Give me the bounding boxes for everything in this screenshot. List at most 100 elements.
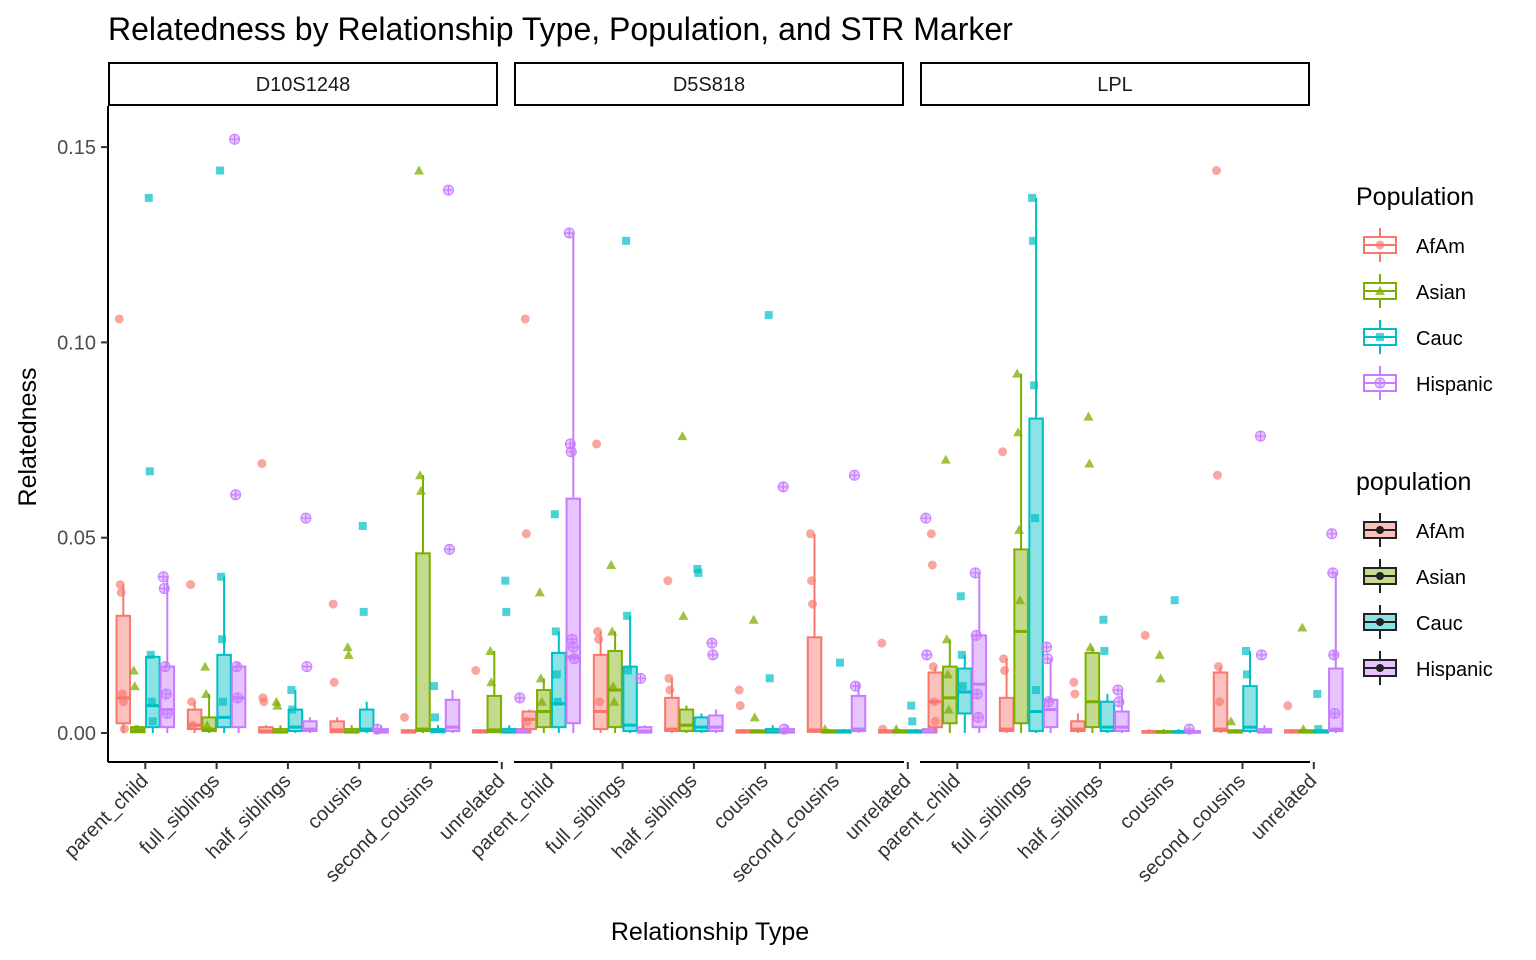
data-point (522, 716, 532, 726)
box-iqr (693, 716, 710, 733)
box-iqr (1328, 667, 1344, 733)
point-cross (162, 708, 173, 719)
data-point (232, 692, 244, 704)
data-point (1326, 528, 1338, 540)
data-point (535, 673, 546, 683)
box-iqr (551, 651, 567, 729)
data-point (400, 712, 409, 722)
box-unrelated-AfAm (471, 666, 488, 734)
box-unrelated-AfAm (1283, 701, 1300, 734)
legend-key-point (1376, 333, 1384, 341)
data-point (116, 587, 126, 597)
box-parent_child-Cauc (956, 592, 973, 733)
data-point (115, 580, 125, 590)
data-point (908, 717, 917, 726)
box-iqr (536, 689, 552, 729)
legend-item-Cauc: Cauc (1363, 605, 1463, 639)
data-point (430, 682, 438, 691)
data-point (609, 696, 620, 706)
point-cross (159, 583, 170, 594)
legend-key-point (1374, 377, 1386, 389)
data-point (956, 592, 965, 601)
data-point (329, 677, 339, 687)
box-iqr (115, 614, 132, 725)
panel-strip (514, 62, 904, 106)
box-cousins-AfAm (1140, 630, 1157, 734)
data-point (1213, 470, 1222, 480)
data-point (957, 650, 966, 659)
box-second_cousins-Hispanic (1255, 430, 1273, 734)
data-point (929, 697, 939, 707)
box-half_siblings-AfAm (1069, 677, 1086, 733)
point-cross (921, 649, 932, 660)
point-cross (849, 470, 860, 481)
box-parent_child-Hispanic (157, 571, 176, 733)
y-tick-label: 0.10 (57, 332, 96, 354)
data-point (157, 571, 169, 583)
box-second_cousins-Hispanic (443, 184, 461, 733)
box-iqr (565, 497, 582, 725)
point-cross (301, 661, 312, 672)
data-point (371, 723, 383, 735)
box-iqr (1242, 685, 1258, 733)
box-full_siblings-Hispanic (1041, 641, 1059, 733)
data-point (891, 724, 902, 734)
point-cross (972, 688, 983, 699)
data-point (567, 641, 579, 653)
box-unrelated-Asian (1297, 622, 1315, 734)
data-point (927, 560, 937, 570)
box-parent_child-Cauc (550, 510, 567, 733)
data-point (820, 724, 830, 734)
data-point (502, 607, 511, 616)
box-half_siblings-Cauc (693, 564, 710, 733)
box-second_cousins-Cauc (430, 682, 446, 734)
data-point (943, 704, 954, 714)
data-point (1298, 724, 1309, 734)
data-point (972, 711, 984, 723)
data-point (806, 529, 815, 539)
data-point (118, 697, 128, 707)
panel-strip-label: D5S818 (673, 74, 745, 96)
data-point (1255, 430, 1266, 442)
data-point (1155, 673, 1166, 683)
data-point (1083, 411, 1094, 421)
box-second_cousins-AfAm (400, 712, 417, 734)
point-cross (850, 681, 861, 692)
data-point (622, 236, 631, 245)
box-half_siblings-Cauc (287, 686, 304, 733)
data-point (921, 649, 933, 661)
data-point (415, 470, 425, 480)
legend-label: AfAm (1416, 521, 1465, 543)
box-cousins-Asian (342, 642, 360, 734)
box-parent_child-Cauc (144, 193, 161, 733)
data-point (1014, 524, 1025, 534)
panel-strip-label: LPL (1097, 74, 1133, 96)
data-point (1029, 236, 1038, 245)
box-cousins-Asian (748, 614, 766, 734)
point-cross (1113, 696, 1124, 707)
box-parent_child-Hispanic (563, 227, 582, 733)
data-point (694, 568, 703, 577)
data-point (1112, 684, 1124, 696)
data-point (444, 543, 455, 555)
point-cross (1041, 642, 1052, 653)
data-point (1242, 646, 1250, 655)
data-point (971, 688, 983, 700)
data-point (130, 724, 141, 734)
data-point (147, 697, 156, 706)
data-point (486, 677, 497, 687)
data-point (534, 587, 545, 597)
box-unrelated-Hispanic (1326, 528, 1344, 733)
y-tick-label: 0.15 (57, 137, 96, 159)
box-unrelated-Asian (891, 724, 909, 734)
data-point (114, 314, 124, 324)
legend-item-Cauc: Cauc (1363, 320, 1463, 354)
data-point (592, 439, 602, 449)
data-point (1113, 696, 1125, 708)
point-cross (706, 638, 717, 649)
data-point (999, 654, 1009, 664)
panel-D5S818: D5S818parent_childfull_siblingshalf_sibl… (466, 62, 938, 887)
data-point (328, 599, 338, 609)
box-full_siblings-Hispanic (635, 672, 653, 734)
